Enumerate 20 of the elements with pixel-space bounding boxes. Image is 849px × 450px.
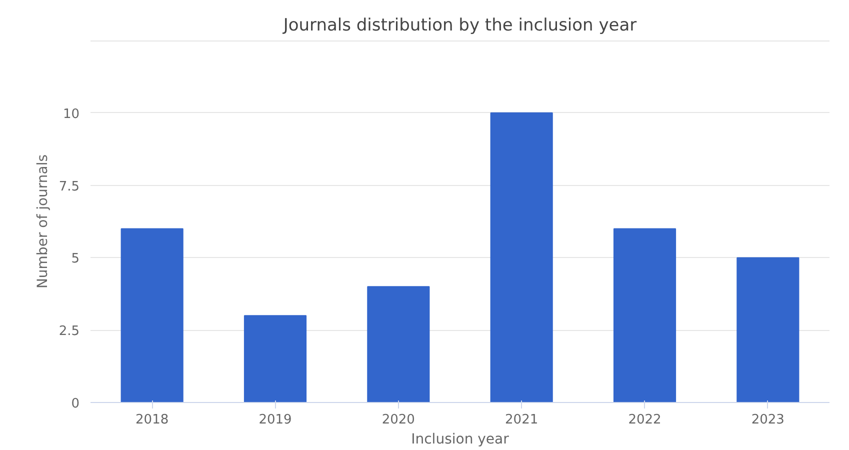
- y-tick-label: 2.5: [58, 324, 80, 340]
- chart-title: Journals distribution by the inclusion year: [282, 16, 637, 36]
- y-tick-label: 7.5: [58, 179, 80, 194]
- y-tick-label: 0: [71, 396, 80, 412]
- x-tick-label: 2020: [382, 412, 415, 428]
- x-axis-title: Inclusion year: [411, 432, 510, 448]
- bar: [613, 228, 676, 402]
- x-tick-label: 2018: [136, 412, 169, 428]
- bar: [244, 315, 307, 402]
- y-tick-label: 10: [62, 106, 80, 122]
- y-tick-label: 5: [71, 252, 80, 267]
- x-tick-label: 2022: [628, 412, 662, 428]
- bar: [736, 257, 800, 402]
- bar: [120, 228, 184, 402]
- bar: [490, 112, 553, 402]
- x-tick-label: 2019: [258, 412, 292, 428]
- y-axis-title: Number of journals: [34, 154, 51, 289]
- bar: [367, 286, 430, 402]
- x-tick-label: 2023: [751, 412, 784, 428]
- x-tick-label: 2021: [505, 412, 538, 428]
